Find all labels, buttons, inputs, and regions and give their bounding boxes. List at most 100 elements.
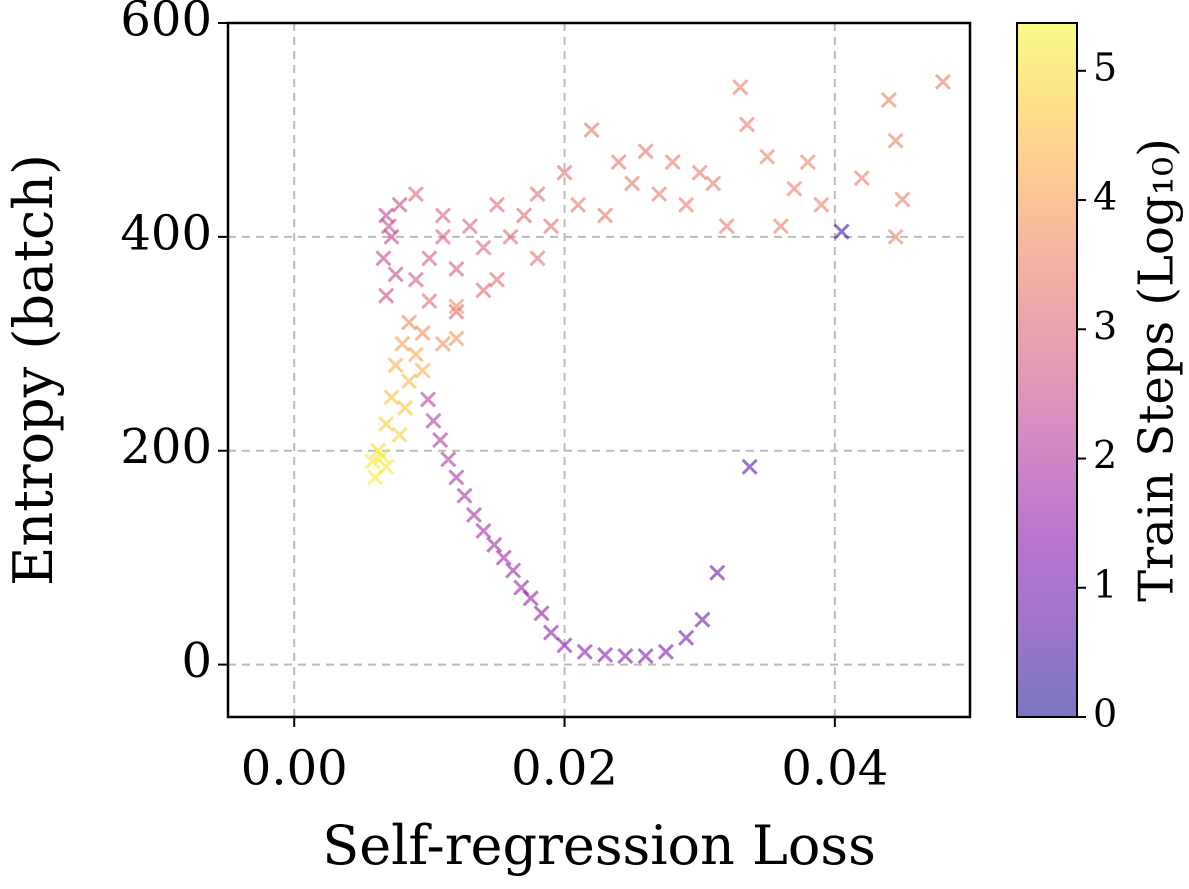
colorbar-tick-label: 1 xyxy=(1093,562,1117,606)
point xyxy=(432,431,449,449)
point xyxy=(378,287,395,304)
point xyxy=(887,228,904,245)
point xyxy=(664,153,681,171)
point xyxy=(387,357,404,374)
x-tick-label: 0.04 xyxy=(781,741,888,797)
point xyxy=(374,448,391,465)
point xyxy=(407,346,424,363)
point xyxy=(375,250,392,267)
colorbar-tick-label: 2 xyxy=(1093,433,1117,477)
point xyxy=(637,143,654,160)
point xyxy=(556,637,573,654)
point xyxy=(448,330,465,347)
point xyxy=(542,218,560,235)
point xyxy=(569,196,587,213)
point xyxy=(495,549,512,566)
point xyxy=(380,218,397,235)
plot-frame xyxy=(226,21,972,719)
point xyxy=(448,469,465,486)
point xyxy=(657,643,674,660)
x-tick-label: 0.02 xyxy=(511,741,618,797)
point xyxy=(515,207,533,224)
point xyxy=(378,415,395,433)
point xyxy=(786,180,803,197)
point xyxy=(488,196,506,213)
point xyxy=(387,266,404,283)
point xyxy=(456,487,473,504)
y-tick-label: 400 xyxy=(120,205,212,261)
point xyxy=(934,73,952,90)
point xyxy=(597,207,614,224)
point xyxy=(597,646,614,664)
point xyxy=(391,426,408,443)
point xyxy=(833,223,850,240)
point xyxy=(709,564,726,581)
point xyxy=(434,228,451,245)
point xyxy=(407,186,424,203)
colorbar-label: Train Steps (Log₁₀) xyxy=(1129,138,1185,602)
y-tick-label: 0 xyxy=(181,633,212,689)
y-tick-label: 600 xyxy=(120,0,212,48)
point xyxy=(799,153,816,171)
point xyxy=(425,412,442,429)
point xyxy=(624,175,641,192)
point xyxy=(414,362,431,379)
point xyxy=(556,164,573,181)
point xyxy=(678,196,695,213)
point xyxy=(367,469,384,486)
point xyxy=(461,218,478,235)
point xyxy=(407,271,424,288)
point xyxy=(887,132,904,149)
point xyxy=(401,373,418,390)
point xyxy=(475,522,492,539)
point xyxy=(383,389,400,406)
point xyxy=(678,629,695,646)
point xyxy=(576,643,593,660)
point xyxy=(732,79,749,96)
point xyxy=(513,579,530,596)
point xyxy=(419,391,437,408)
point xyxy=(651,186,668,203)
point xyxy=(391,196,408,213)
x-tick-label: 0.00 xyxy=(241,741,348,797)
point xyxy=(434,335,451,352)
point xyxy=(542,624,560,641)
point xyxy=(529,250,546,267)
point xyxy=(448,303,465,320)
point xyxy=(705,175,722,192)
point xyxy=(529,186,546,203)
point xyxy=(401,314,418,331)
point xyxy=(853,169,870,187)
point xyxy=(448,260,465,278)
point xyxy=(475,282,492,299)
x-axis-label: Self-regression Loss xyxy=(322,814,876,877)
y-tick-label: 200 xyxy=(120,419,212,475)
point xyxy=(813,196,830,213)
colorbar xyxy=(1017,23,1077,717)
point xyxy=(637,647,654,665)
point xyxy=(486,536,503,553)
point xyxy=(440,451,457,468)
y-axis-label: Entropy (batch) xyxy=(2,154,65,586)
point xyxy=(488,271,506,288)
point xyxy=(759,148,776,165)
colorbar-tick-label: 5 xyxy=(1093,45,1117,89)
point xyxy=(505,562,522,579)
point xyxy=(738,116,756,133)
point xyxy=(414,325,431,342)
point xyxy=(772,218,789,235)
colorbar-frame xyxy=(1016,22,1078,718)
point xyxy=(465,506,483,523)
point xyxy=(421,292,438,310)
point xyxy=(364,453,381,470)
point xyxy=(583,121,600,138)
point xyxy=(610,153,627,171)
point xyxy=(741,458,758,475)
point xyxy=(434,207,451,224)
point xyxy=(502,228,519,245)
point xyxy=(694,611,711,628)
point xyxy=(394,335,411,352)
point xyxy=(894,191,911,208)
point xyxy=(396,399,414,417)
